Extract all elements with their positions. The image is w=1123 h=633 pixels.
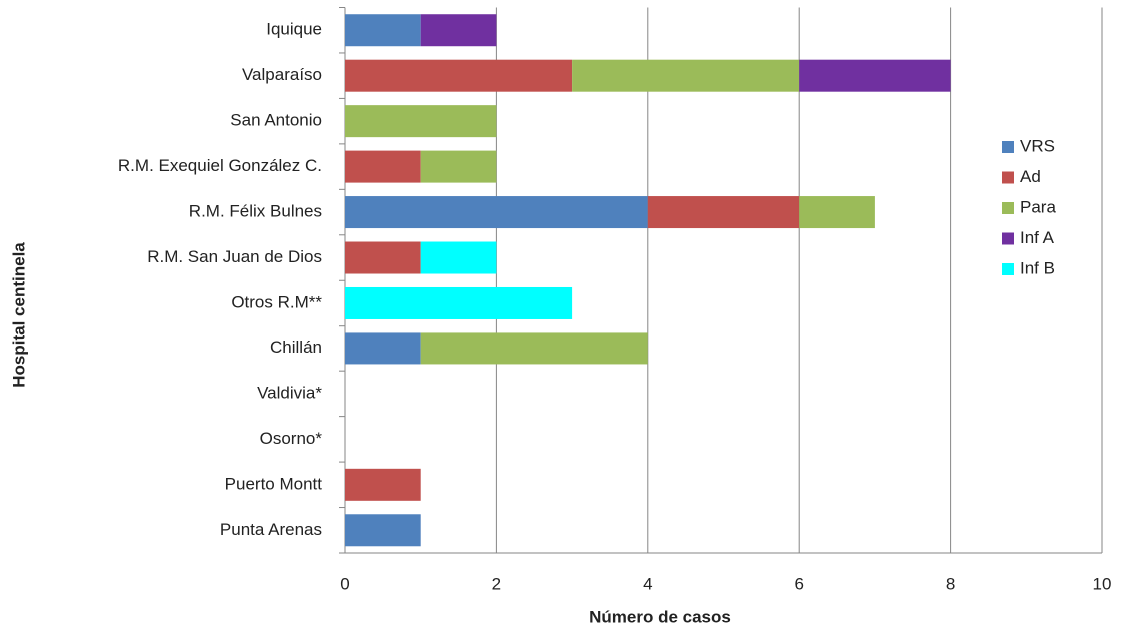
y-tick-label: Valdivia*	[257, 383, 322, 402]
y-tick-label: Otros R.M**	[231, 292, 322, 311]
x-tick-label: 2	[492, 574, 501, 593]
y-tick-label: Iquique	[266, 20, 322, 39]
legend-label: Para	[1020, 197, 1056, 216]
x-tick-label: 8	[946, 574, 955, 593]
legend-swatch	[1002, 263, 1014, 275]
bar-segment	[572, 59, 800, 92]
legend-label: Inf A	[1020, 228, 1055, 247]
legend-swatch	[1002, 232, 1014, 245]
y-tick-label: R.M. San Juan de Dios	[147, 247, 322, 266]
bar-segment	[345, 241, 421, 274]
legend-label: VRS	[1020, 136, 1055, 155]
bar-segment	[420, 14, 497, 47]
bar-segment	[345, 468, 421, 501]
bar-segment	[345, 59, 573, 92]
bar-segment	[345, 150, 421, 183]
bar-segment	[345, 514, 421, 547]
legend-swatch	[1002, 171, 1014, 184]
x-tick-label: 4	[643, 574, 652, 593]
x-tick-label: 6	[794, 574, 803, 593]
legend-swatch	[1002, 202, 1014, 214]
legend-swatch	[1002, 141, 1014, 153]
y-tick-label: Valparaíso	[242, 65, 322, 84]
bar-segment	[799, 196, 875, 229]
y-tick-label: R.M. Exequiel González C.	[118, 156, 322, 175]
bar-segment	[647, 196, 800, 229]
bar-segment	[420, 332, 648, 365]
bar-segment	[345, 286, 573, 319]
y-tick-label: Punta Arenas	[220, 520, 322, 539]
y-axis-title: Hospital centinela	[9, 242, 28, 388]
bar-segment	[799, 59, 951, 92]
y-tick-label: Chillán	[270, 338, 322, 357]
y-tick-label: San Antonio	[230, 111, 322, 130]
bar-segment	[420, 150, 497, 183]
legend-label: Inf B	[1020, 258, 1055, 277]
bar-segment	[345, 14, 421, 47]
bar-segment	[345, 105, 497, 138]
x-tick-label: 10	[1093, 574, 1112, 593]
y-tick-label: Puerto Montt	[225, 474, 323, 493]
bar-segment	[420, 241, 497, 274]
x-tick-label: 0	[340, 574, 349, 593]
bar-segment	[345, 332, 421, 365]
legend-label: Ad	[1020, 167, 1041, 186]
bar-segment	[345, 196, 648, 229]
y-tick-label: Osorno*	[260, 429, 323, 448]
x-axis-title: Número de casos	[589, 607, 731, 626]
y-tick-label: R.M. Félix Bulnes	[189, 202, 322, 221]
